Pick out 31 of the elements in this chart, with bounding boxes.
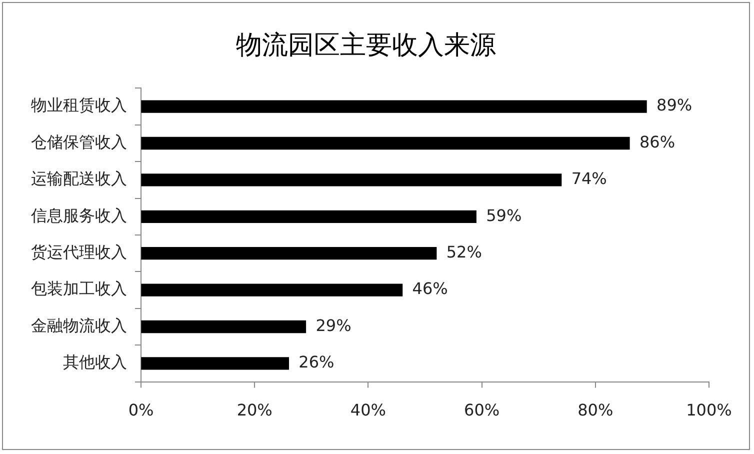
y-tick-label: 信息服务收入 [31,206,127,225]
y-tick-label: 其他收入 [63,352,127,372]
data-label: 89% [656,96,692,115]
data-label: 59% [486,206,522,225]
data-label: 74% [571,169,607,188]
y-tick-label: 物业租赁收入 [31,96,127,115]
x-tick-label: 40% [350,400,386,420]
chart-title: 物流园区主要收入来源 [236,30,496,60]
data-label: 26% [298,352,334,372]
x-tick-label: 20% [236,400,272,420]
bar [141,247,437,260]
bar [141,100,647,113]
data-label: 29% [316,316,352,335]
bar [141,357,290,370]
x-tick-label: 0% [128,400,154,420]
y-tick-label: 包装加工收入 [31,279,127,298]
data-label: 46% [412,279,448,298]
data-label: 52% [446,242,482,262]
bar [141,174,562,186]
y-tick-label: 运输配送收入 [31,169,127,188]
data-label: 86% [639,132,676,152]
bar [141,320,306,334]
y-tick-label: 货运代理收入 [31,242,127,262]
x-tick-label: 100% [686,400,732,420]
x-tick-label: 60% [464,400,500,420]
x-tick-label: 80% [578,400,614,420]
bar [141,136,630,150]
y-tick-label: 仓储保管收入 [31,132,127,152]
bar [141,284,403,296]
y-tick-label: 金融物流收入 [31,316,127,335]
bar [141,210,476,223]
